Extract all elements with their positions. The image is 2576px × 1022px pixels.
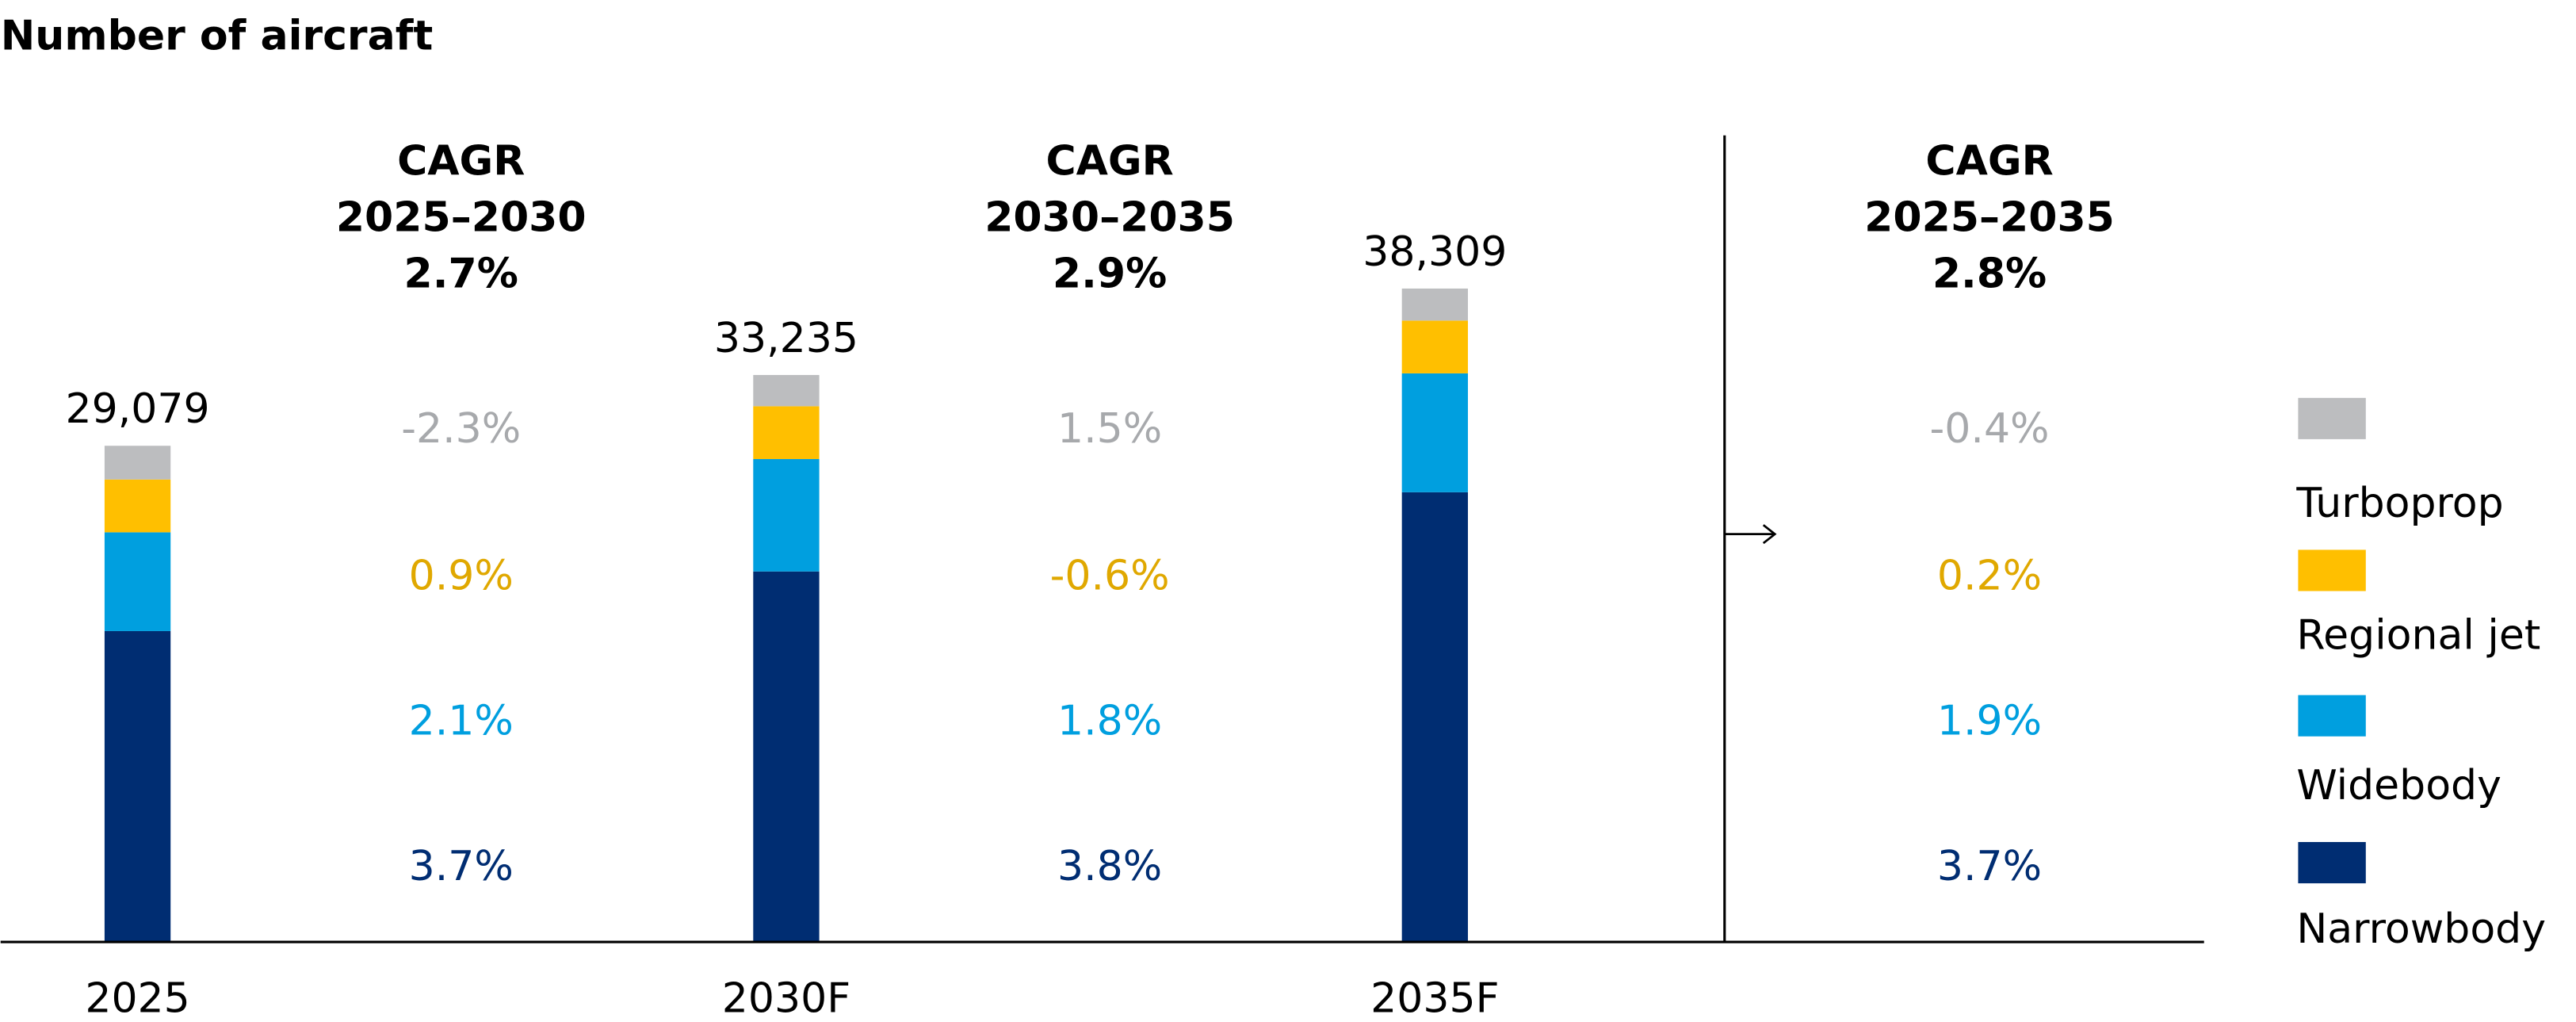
bar-segment-turboprop-2030f [753, 374, 820, 407]
bar-segment-widebody-2030f [753, 458, 820, 572]
cagr-heading: CAGR [397, 138, 525, 186]
cagr-value-regional-jet: 0.2% [1937, 552, 2042, 599]
legend-label: Turboprop [2295, 480, 2503, 527]
legend-swatch [2298, 397, 2366, 439]
cagr-heading: 2025–2035 [1864, 194, 2115, 242]
cagr-value-narrowbody: 3.7% [1937, 843, 2042, 890]
bar-segment-turboprop-2025 [104, 446, 171, 480]
legend-label: Widebody [2296, 762, 2501, 810]
bar-segment-turboprop-2035f [1401, 288, 1468, 321]
bar-total-label: 29,079 [66, 385, 210, 433]
cagr-heading: CAGR [1045, 138, 1173, 186]
cagr-value-narrowbody: 3.7% [409, 843, 514, 890]
x-tick-label: 2025 [85, 975, 189, 1022]
bar-segment-narrowbody-2025 [104, 630, 171, 941]
legend-swatch [2298, 549, 2366, 591]
cagr-value-narrowbody: 3.8% [1057, 843, 1162, 890]
cagr-value-turboprop: 1.5% [1057, 405, 1162, 453]
cagr-heading: 2025–2030 [336, 194, 587, 242]
bar-segment-widebody-2035f [1401, 373, 1468, 492]
bar-segment-regional-jet-2030f [753, 406, 820, 459]
legend-swatch [2298, 695, 2366, 737]
cagr-heading: 2.8% [1932, 250, 2047, 297]
chart-title: Number of aircraft [1, 12, 434, 59]
cagr-value-widebody: 2.1% [409, 698, 514, 745]
cagr-heading: 2.7% [404, 250, 518, 297]
cagr-heading: 2030–2035 [984, 194, 1235, 242]
bar-segment-regional-jet-2025 [104, 479, 171, 533]
x-tick-label: 2030F [722, 975, 850, 1022]
legend-label: Narrowbody [2296, 905, 2546, 953]
cagr-value-turboprop: -2.3% [401, 405, 521, 453]
cagr-value-regional-jet: -0.6% [1050, 552, 1170, 599]
cagr-heading: 2.9% [1053, 250, 1167, 297]
legend-swatch [2298, 842, 2366, 884]
bar-segment-narrowbody-2030f [753, 571, 820, 941]
cagr-value-turboprop: -0.4% [1930, 405, 2050, 453]
bar-segment-widebody-2025 [104, 532, 171, 631]
cagr-value-widebody: 1.9% [1937, 698, 2042, 745]
bar-total-label: 33,235 [714, 315, 858, 362]
legend-label: Regional jet [2296, 611, 2540, 659]
cagr-heading: CAGR [1925, 138, 2053, 186]
cagr-value-regional-jet: 0.9% [409, 552, 514, 599]
cagr-value-widebody: 1.8% [1057, 698, 1162, 745]
bar-total-label: 38,309 [1363, 228, 1507, 276]
bar-segment-regional-jet-2035f [1401, 320, 1468, 373]
arrow-icon [1723, 524, 1777, 545]
x-tick-label: 2035F [1370, 975, 1499, 1022]
bar-segment-narrowbody-2035f [1401, 492, 1468, 941]
